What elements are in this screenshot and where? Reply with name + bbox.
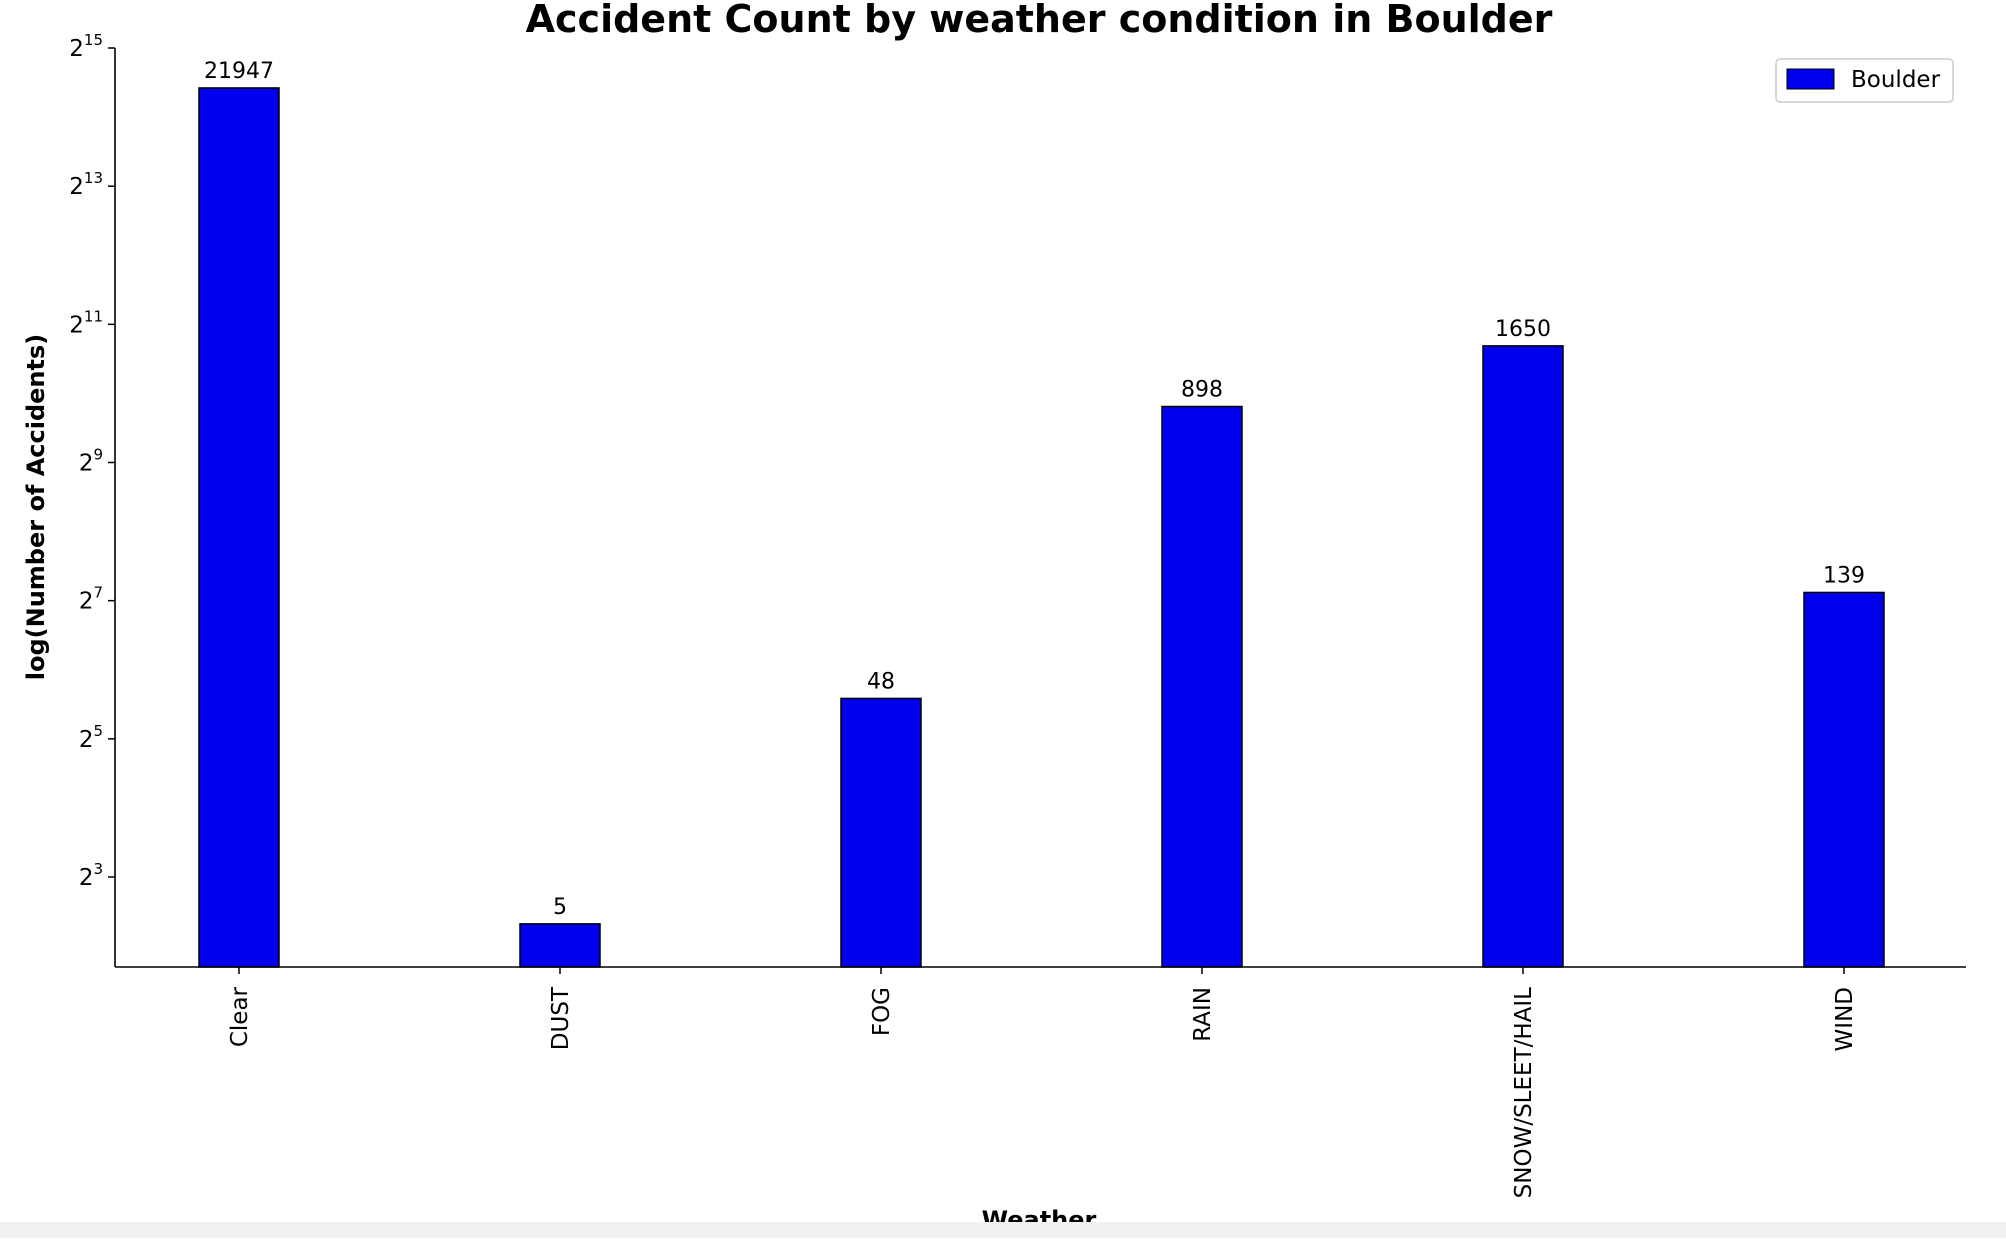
bar-dust <box>519 923 601 968</box>
bottom-strip <box>0 1222 2006 1238</box>
legend: Boulder <box>1775 58 1954 103</box>
legend-swatch <box>1786 68 1835 90</box>
bar-fog <box>840 697 922 968</box>
x-tick-label: DUST <box>548 986 574 1050</box>
x-tick-label: FOG <box>869 987 895 1036</box>
x-tick-label: WIND <box>1832 987 1858 1051</box>
y-tick-label: 27 <box>79 584 103 615</box>
x-tick-label: Clear <box>227 986 253 1047</box>
data-label: 48 <box>867 669 895 694</box>
y-axis-ticks: 23 25 27 29 211 213 215 <box>69 31 115 891</box>
y-tick-label: 211 <box>69 307 103 338</box>
y-tick-label: 25 <box>79 722 103 753</box>
bar-clear <box>198 87 280 968</box>
y-tick-label: 215 <box>69 31 103 62</box>
y-tick-label: 23 <box>79 860 103 891</box>
data-label: 1650 <box>1495 317 1551 342</box>
y-axis-label: log(Number of Accidents) <box>22 334 50 681</box>
x-axis-ticks: Clear DUST FOG RAIN SNOW/SLEET/HAIL WIND <box>227 967 1858 1198</box>
bars-layer <box>198 87 1885 968</box>
y-tick-label: 213 <box>69 169 103 200</box>
bar-snow-sleet-hail <box>1482 345 1564 968</box>
bar-rain <box>1161 405 1243 968</box>
data-label: 21947 <box>204 59 274 84</box>
y-tick-label: 29 <box>79 446 103 477</box>
x-tick-label: RAIN <box>1190 987 1216 1042</box>
legend-label: Boulder <box>1851 67 1941 93</box>
data-label: 5 <box>553 895 567 920</box>
chart-title: Accident Count by weather condition in B… <box>526 0 1553 41</box>
data-label: 139 <box>1823 563 1865 588</box>
data-labels-layer: 21947 5 48 898 1650 139 <box>204 59 1865 920</box>
x-tick-label: SNOW/SLEET/HAIL <box>1511 987 1537 1198</box>
data-label: 898 <box>1181 378 1223 403</box>
bar-wind <box>1803 591 1885 968</box>
